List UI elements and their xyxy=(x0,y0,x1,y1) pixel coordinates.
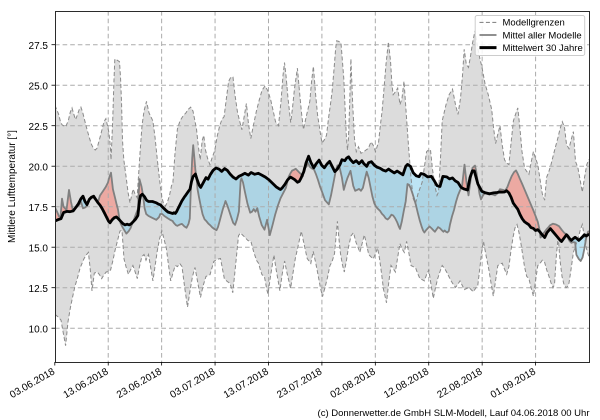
svg-text:25.0: 25.0 xyxy=(29,81,49,92)
svg-text:27.5: 27.5 xyxy=(29,41,49,52)
svg-text:Mittlere Lufttemperatur [°]: Mittlere Lufttemperatur [°] xyxy=(7,130,18,243)
svg-text:(c) Donnerwetter.de GmbH SLM-M: (c) Donnerwetter.de GmbH SLM-Modell, Lau… xyxy=(318,408,590,419)
svg-text:22.5: 22.5 xyxy=(29,122,49,133)
svg-text:17.5: 17.5 xyxy=(29,203,49,214)
svg-text:12.5: 12.5 xyxy=(29,284,49,295)
svg-text:Mittelwert 30 Jahre: Mittelwert 30 Jahre xyxy=(503,43,583,54)
svg-text:15.0: 15.0 xyxy=(29,243,49,254)
svg-text:Modellgrenzen: Modellgrenzen xyxy=(503,18,565,29)
svg-text:20.0: 20.0 xyxy=(29,162,49,173)
svg-text:Mittel aller Modelle: Mittel aller Modelle xyxy=(503,30,582,41)
svg-text:10.0: 10.0 xyxy=(29,324,49,335)
